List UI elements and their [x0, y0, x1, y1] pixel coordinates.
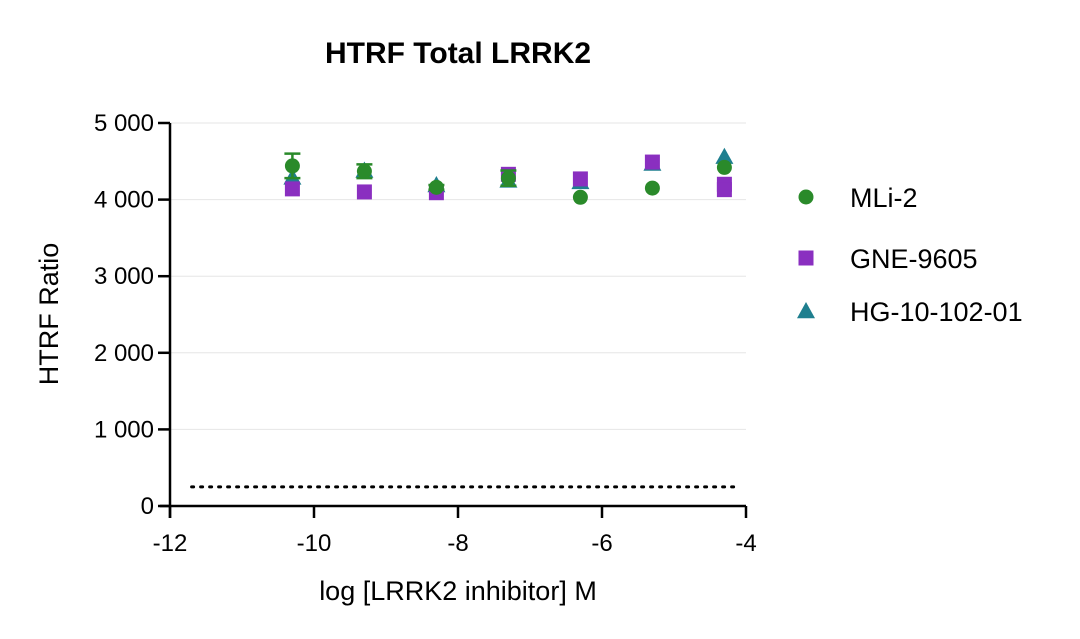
x-tick-label: -6 [591, 530, 612, 557]
y-tick-label: 3 000 [94, 263, 154, 290]
legend-label: MLi-2 [850, 183, 918, 213]
legend: MLi-2 GNE-9605 HG-10-102-01 [797, 183, 1023, 327]
x-tick-label: -4 [735, 530, 756, 557]
data-points [283, 147, 734, 205]
data-point-mli-2 [356, 163, 372, 179]
legend-label: HG-10-102-01 [850, 297, 1023, 327]
data-point-mli-2 [428, 179, 444, 195]
data-point-gne-9605 [716, 182, 732, 198]
data-point-mli-2 [500, 170, 516, 186]
x-tick-label: -12 [153, 530, 188, 557]
data-point-gne-9605 [284, 181, 300, 197]
y-axis-label: HTRF Ratio [34, 243, 64, 386]
data-point-gne-9605 [644, 154, 660, 170]
legend-label: GNE-9605 [850, 244, 978, 274]
data-point-mli-2 [716, 159, 732, 175]
y-tick-label: 5 000 [94, 110, 154, 137]
legend-marker-hg-10-102-01 [797, 302, 815, 319]
y-tick-label: 4 000 [94, 187, 154, 214]
data-point-mli-2 [572, 189, 588, 205]
legend-marker-mli-2 [798, 189, 814, 205]
data-point-mli-2 [284, 158, 300, 174]
x-axis-label: log [LRRK2 inhibitor] M [319, 576, 597, 606]
legend-marker-gne-9605 [798, 250, 814, 266]
data-point-hg-10-102-01 [715, 147, 734, 164]
data-point-mli-2 [644, 180, 660, 196]
y-tick-label: 0 [141, 493, 154, 520]
data-point-gne-9605 [356, 184, 372, 200]
x-tick-label: -10 [297, 530, 332, 557]
chart-title: HTRF Total LRRK2 [325, 37, 591, 70]
data-point-gne-9605 [572, 171, 588, 187]
axes: 0 1 000 2 000 3 000 4 000 5 000 -12 -10 -8 -6 -4 [94, 110, 757, 557]
x-tick-label: -8 [447, 530, 468, 557]
grid-lines [170, 122, 746, 430]
y-tick-label: 2 000 [94, 340, 154, 367]
y-tick-label: 1 000 [94, 416, 154, 443]
